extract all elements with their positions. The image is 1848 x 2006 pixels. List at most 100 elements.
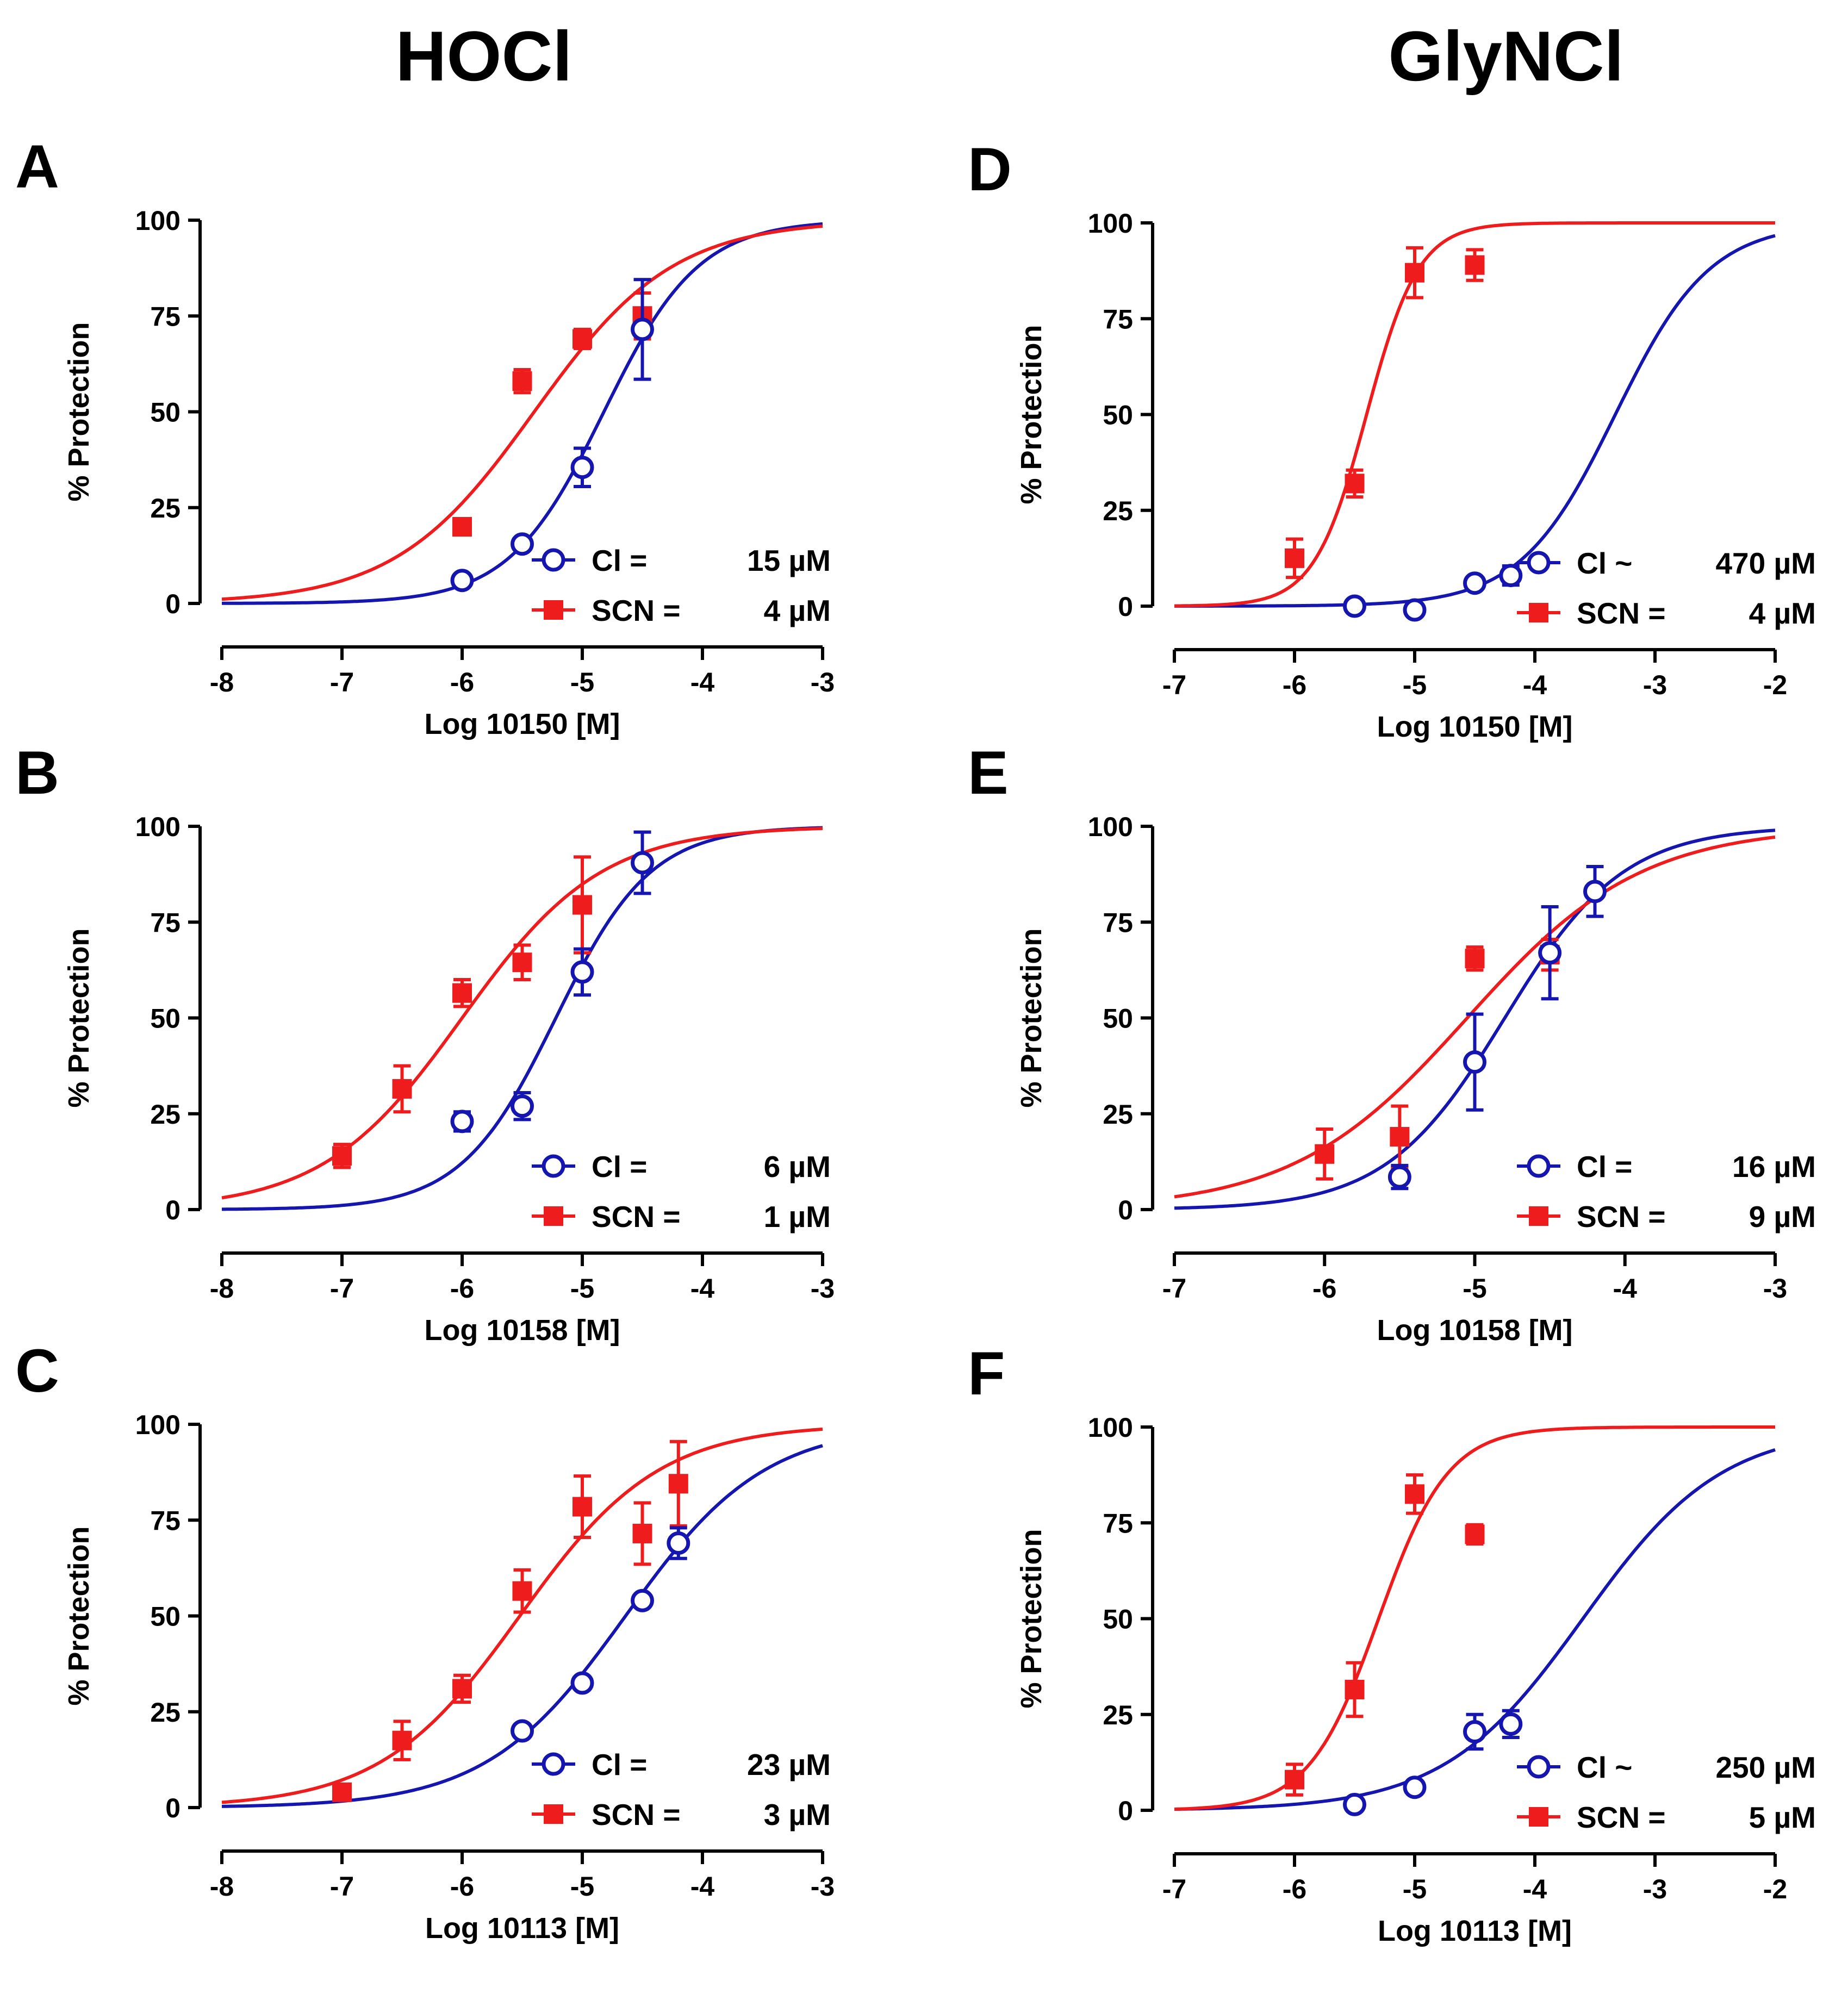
legend-marker — [1529, 1206, 1548, 1226]
legend-entry-cl: Cl = 15 µM — [532, 544, 831, 577]
legend-label: Cl = — [592, 1748, 647, 1781]
x-tick-label: ‑6 — [450, 667, 474, 697]
x-tick-label: ‑6 — [450, 1871, 474, 1902]
data-point-scn — [1345, 1679, 1365, 1699]
y-tick-label: 50 — [150, 397, 181, 428]
chart-panel-f: F 0 25 50 75 100 ‑7 ‑6 ‑5 ‑4 ‑3 ‑2 Log 10113 [M] % Pr… — [968, 1340, 1816, 1947]
y-tick-label: 50 — [1103, 400, 1133, 431]
y-tick-label: 75 — [150, 907, 181, 938]
data-point-cl — [1583, 880, 1607, 904]
data-point-scn — [1315, 1144, 1335, 1164]
data-point-cl — [511, 1719, 534, 1743]
data-point-scn — [392, 1730, 412, 1750]
legend-label: Cl ~ — [1577, 546, 1632, 580]
data-point-scn — [332, 1146, 352, 1166]
fit-curve-scn — [1174, 221, 1775, 608]
fit-curve-cl — [222, 826, 823, 1211]
y-tick-label: 100 — [1088, 208, 1133, 239]
y-axis-title: % Protection — [63, 928, 95, 1107]
legend-value: 250 µM — [1715, 1750, 1816, 1784]
x-tick-label: ‑8 — [210, 1871, 234, 1902]
x-tick-label: ‑7 — [1162, 1874, 1186, 1904]
y-tick-label: 75 — [1103, 907, 1133, 938]
x-tick-label: ‑5 — [570, 1871, 594, 1902]
data-point-scn — [632, 1523, 652, 1543]
x-tick-label: ‑4 — [690, 667, 715, 697]
y-tick-label: 25 — [1103, 1700, 1133, 1730]
data-point-scn — [1405, 1484, 1424, 1504]
y-tick-label: 0 — [1118, 1796, 1133, 1826]
data-point-cl — [1463, 571, 1486, 595]
y-tick-label: 50 — [150, 1004, 181, 1034]
y-axis-title: % Protection — [63, 322, 95, 501]
x-tick-label: ‑7 — [330, 1871, 354, 1902]
legend-entry-cl: Cl = 6 µM — [532, 1150, 831, 1183]
data-point-scn — [512, 371, 532, 391]
legend-value: 3 µM — [764, 1798, 831, 1831]
data-point-scn — [452, 517, 472, 537]
data-point-cl — [1403, 598, 1427, 622]
legend-label: SCN = — [1577, 596, 1666, 630]
data-point-cl — [631, 851, 654, 875]
x-tick-label: ‑4 — [1613, 1273, 1638, 1304]
legend-entry-scn: SCN = 4 µM — [1517, 596, 1816, 630]
column-title-hocl: HOCl — [396, 16, 573, 96]
y-tick-label: 25 — [150, 1099, 181, 1130]
fit-curve-scn — [1174, 1425, 1775, 1811]
legend-value: 16 µM — [1732, 1150, 1816, 1183]
fit-curve-scn — [221, 1428, 823, 1804]
x-axis-title: Log 10113 [M] — [425, 1912, 619, 1945]
data-point-scn — [1405, 263, 1424, 283]
legend-marker — [1527, 1755, 1551, 1779]
x-tick-label: ‑3 — [1763, 1273, 1787, 1304]
x-tick-label: ‑7 — [1162, 670, 1186, 700]
legend-label: Cl = — [1577, 1150, 1632, 1183]
legend-entry-scn: SCN = 3 µM — [532, 1798, 831, 1831]
x-tick-label: ‑6 — [1312, 1273, 1336, 1304]
x-tick-label: ‑2 — [1763, 670, 1787, 700]
legend-value: 1 µM — [764, 1200, 831, 1233]
legend-label: Cl = — [592, 1150, 647, 1183]
y-tick-label: 75 — [150, 301, 181, 332]
legend-value: 23 µM — [747, 1748, 831, 1781]
data-point-scn — [573, 895, 592, 915]
y-axis-title: % Protection — [63, 1526, 95, 1705]
x-tick-label: ‑3 — [811, 1273, 835, 1304]
y-tick-label: 25 — [1103, 496, 1133, 526]
x-tick-label: ‑2 — [1763, 1874, 1787, 1904]
legend-label: SCN = — [1577, 1801, 1666, 1834]
x-axis-title: Log 10150 [M] — [424, 708, 620, 740]
x-tick-label: ‑5 — [570, 667, 594, 697]
x-tick-label: ‑5 — [1403, 670, 1427, 700]
y-tick-label: 0 — [165, 589, 181, 619]
y-axis-title: % Protection — [1015, 928, 1048, 1107]
data-point-cl — [1463, 1720, 1486, 1743]
data-point-cl — [1499, 1712, 1523, 1736]
legend-entry-scn: SCN = 1 µM — [532, 1200, 831, 1233]
fit-curve-cl — [1174, 234, 1776, 608]
legend-marker — [544, 600, 563, 620]
legend-label: SCN = — [592, 1200, 681, 1233]
y-tick-label: 50 — [1103, 1004, 1133, 1034]
x-tick-label: ‑3 — [1643, 1874, 1667, 1904]
y-tick-label: 0 — [1118, 1195, 1133, 1225]
x-tick-label: ‑6 — [1283, 1874, 1306, 1904]
x-tick-label: ‑3 — [1643, 670, 1667, 700]
x-tick-label: ‑6 — [450, 1273, 474, 1304]
legend-value: 9 µM — [1749, 1200, 1816, 1233]
data-point-cl — [1403, 1776, 1427, 1799]
data-point-cl — [1387, 1165, 1411, 1189]
y-tick-label: 75 — [1103, 1508, 1133, 1538]
x-tick-label: ‑8 — [210, 1273, 234, 1304]
data-point-scn — [1285, 548, 1304, 568]
data-point-scn — [512, 1581, 532, 1601]
y-tick-label: 75 — [1103, 304, 1133, 334]
legend-label: Cl = — [592, 544, 647, 577]
legend-marker — [542, 1752, 565, 1776]
y-tick-label: 0 — [165, 1793, 181, 1823]
panel-letter: C — [15, 1337, 59, 1405]
chart-panel-c: C 0 25 50 75 100 ‑8 ‑7 ‑6 ‑5 ‑4 ‑3 Log 10113 [M] % Pr… — [15, 1337, 835, 1945]
x-tick-label: ‑5 — [1403, 1874, 1427, 1904]
y-axis-title: % Protection — [1015, 1529, 1048, 1708]
data-point-cl — [450, 1110, 474, 1133]
